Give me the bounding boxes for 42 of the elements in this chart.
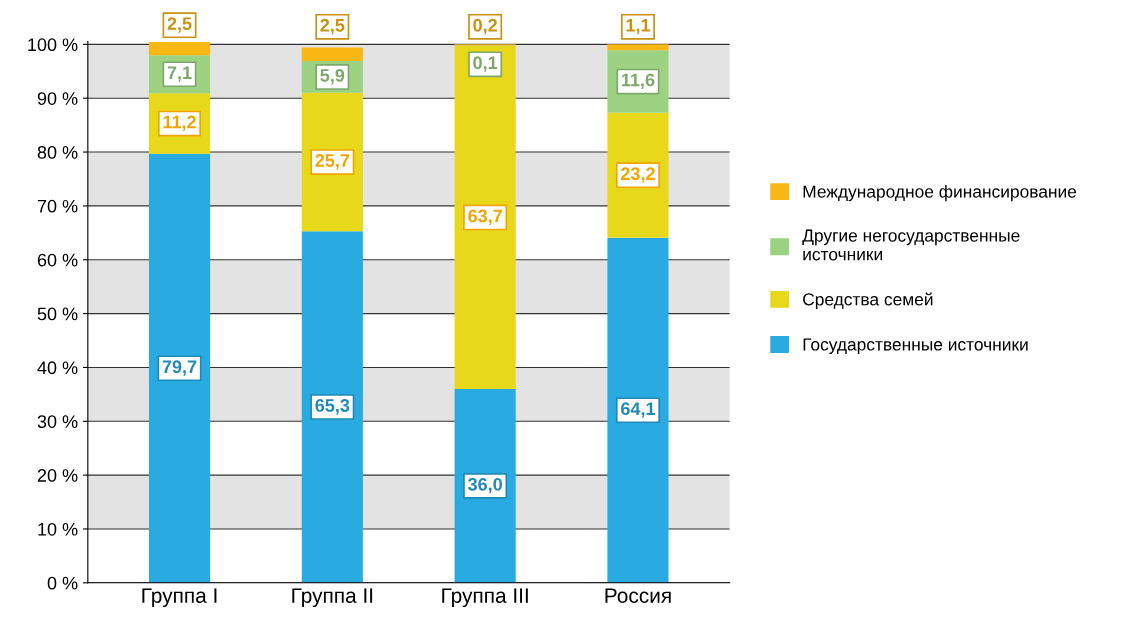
legend-label: Международное финансирование [803,185,1077,202]
y-tick-label: 90 % [37,92,78,105]
legend-label: Государственные источники [803,338,1028,355]
data-label: 11,6 [622,73,655,89]
data-label: 36,0 [467,477,502,494]
x-tick-label: Россия [605,588,671,603]
y-tick-label: 60 % [37,253,78,267]
bar [607,44,669,51]
data-label: 2,5 [167,17,192,33]
x-tick-label: Группа II [292,588,373,608]
y-tick-label: 50 % [37,307,78,321]
bar [454,45,516,389]
x-tick-label: Группа III [442,588,528,608]
y-tick-label: 0 % [47,576,78,590]
data-label: 0,2 [473,18,497,35]
bar [301,231,363,583]
data-label: 64,1 [621,402,656,418]
y-tick-label: 100 % [28,38,78,52]
data-label: 1,1 [626,19,651,35]
data-label: 2,5 [320,18,345,35]
data-label: 79,7 [162,360,197,376]
data-label: 7,1 [167,66,192,82]
y-tick-label: 40 % [37,361,78,375]
data-label: 25,7 [315,154,350,170]
y-tick-label: 10 % [38,522,78,536]
legend-label: Средства семей [803,292,933,309]
bar [454,388,516,583]
y-tick-label: 20 % [37,469,78,482]
bar [607,237,669,583]
data-label: 0,1 [473,56,498,72]
bar [148,41,211,56]
data-label: 11,2 [163,115,196,131]
y-tick-label: 80 % [37,145,78,159]
data-label: 5,9 [320,69,345,85]
x-tick-label: Группа I [142,588,217,608]
y-tick-label: 70 % [37,199,78,213]
data-label: 63,7 [468,209,502,225]
data-label: 65,3 [315,399,350,415]
y-tick-label: 30 % [37,415,78,428]
data-label: 23,2 [621,167,655,183]
bar [148,153,211,583]
legend-label: Другие негосударственные источники [802,229,1020,261]
